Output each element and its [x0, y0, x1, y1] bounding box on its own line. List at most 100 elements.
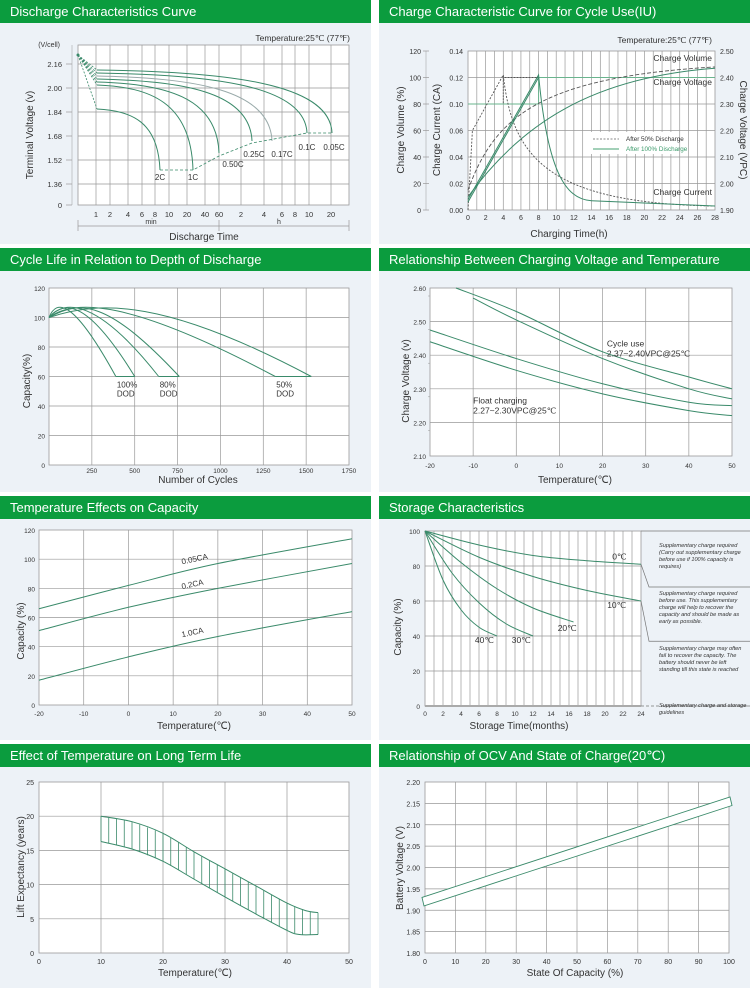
curve-label: DOD [276, 390, 294, 399]
y-tick-label-voltage: 2.00 [720, 182, 734, 189]
start-point [76, 53, 80, 57]
x-tick-label: 6 [280, 210, 284, 219]
curve-label: 0℃ [612, 551, 627, 561]
x-tick-label: 4 [126, 210, 130, 219]
x-tick-label: 0 [466, 215, 470, 222]
cycle-curve-lower [48, 306, 160, 377]
y-tick-label: 15 [26, 848, 34, 855]
y-tick-label-volume: 80 [413, 102, 421, 109]
y-tick-label: 100 [24, 557, 35, 564]
text-layer: Capacity (%) Storage Time(months) [393, 598, 568, 732]
x-axis-label: State Of Capacity (%) [527, 968, 624, 979]
capacity-line [38, 563, 353, 632]
storage-curve [424, 530, 498, 637]
panel-charge-cycle: Charge Characteristic Curve for Cycle Us… [379, 0, 750, 244]
y-tick-label: 10 [26, 883, 34, 890]
curve-label: 0.50C [222, 160, 244, 169]
y-tick-label-volume: 40 [413, 155, 421, 162]
x-tick-label: 8 [495, 711, 499, 718]
x-tick-label: 20 [214, 711, 222, 718]
y-tick-label: 1.52 [47, 156, 62, 165]
annotation: Temperature:25℃ (77℉) [617, 35, 712, 45]
y-axis-label-current: Charge Current (CA) [432, 84, 443, 176]
x-tick-label: -20 [425, 463, 435, 470]
y-tick-label-volume: 20 [413, 182, 421, 189]
x-tick-label: 90 [695, 959, 703, 966]
discharge-start-dash [77, 54, 98, 71]
current-ramp-100 [467, 77, 540, 203]
x-tick-label: 16 [605, 215, 613, 222]
cycle-curve-upper [48, 307, 180, 377]
discharge-curve [96, 72, 308, 134]
discharge-start-dash [77, 54, 98, 86]
x-tick-label: 1000 [213, 468, 228, 475]
x-tick-label: 4 [501, 215, 505, 222]
x-tick-label: 30 [221, 959, 229, 966]
y-tick-label: 2.30 [413, 387, 426, 394]
x-tick-label: 12 [570, 215, 578, 222]
y-tick-label: 80 [413, 564, 421, 571]
storage-curve [424, 530, 574, 623]
curve-label-voltage: Charge Voltage [653, 77, 712, 87]
x-tick-label: 2 [441, 711, 445, 718]
y-tick-label: 20 [28, 674, 36, 681]
band-label: Float charging [473, 396, 527, 406]
curve-label-current: Charge Current [653, 187, 712, 197]
discharge-curve [96, 81, 220, 154]
text-layer: Lift Expectancy (years) Temperature(℃) [16, 816, 232, 979]
y-tick-label: 2.20 [406, 780, 420, 787]
y-tick-label: 120 [34, 286, 45, 293]
panel-title: Charge Characteristic Curve for Cycle Us… [379, 0, 750, 23]
curve-label: 10℃ [607, 600, 626, 610]
discharge-chart: 01.361.521.681.842.002.161 2 4 6 8 10 20 40 60 2 4… [25, 33, 350, 243]
x-tick-label: 0 [423, 959, 427, 966]
y-tick-label: 1.80 [406, 951, 420, 958]
y-tick-label: 2.15 [406, 801, 420, 808]
text-layer: Temperature:25℃ (77℉) (V/cell) Terminal … [25, 33, 350, 243]
x-tick-label: 0 [37, 959, 41, 966]
y-tick-label-current: 0.04 [449, 155, 463, 162]
x-tick-label: 6 [477, 711, 481, 718]
y-tick-label: 60 [413, 599, 421, 606]
text-layer: Capacity(%) Number of Cycles [22, 354, 238, 486]
y-tick-label: 5 [30, 917, 34, 924]
plot-area [77, 44, 350, 206]
x-tick-label: 50 [728, 463, 736, 470]
curve-label: 0.17C [271, 150, 293, 159]
x-tick-label: 18 [583, 711, 591, 718]
x-axis-label: Number of Cycles [158, 475, 237, 486]
x-tick-label: 0 [514, 463, 518, 470]
storage-note-2: Supplementary charge required before use… [659, 591, 740, 625]
y-axis-label: Battery Voltage (V) [395, 826, 406, 910]
x-tick-label: 22 [619, 711, 627, 718]
current-curve-50 [467, 73, 716, 211]
y-tick-label: 1.90 [406, 908, 420, 915]
y-tick-label: 2.00 [406, 866, 420, 873]
x-tick-label: 2 [239, 210, 243, 219]
x-tick-label: 10 [511, 711, 519, 718]
x-tick-label: 12 [529, 711, 537, 718]
band-label: Cycle use [607, 338, 645, 348]
x-tick-label: 60 [604, 959, 612, 966]
y-tick-label: 1.95 [406, 887, 420, 894]
guide-line [640, 564, 750, 588]
x-tick-label: 2 [484, 215, 488, 222]
y-tick-label: 2.40 [413, 353, 426, 360]
cycle-curve-lower [48, 306, 276, 377]
y-tick-label: 80 [38, 345, 46, 352]
y-tick-label: 1.36 [47, 180, 62, 189]
x-tick-label: 30 [512, 959, 520, 966]
panel-title: Effect of Temperature on Long Term Life [0, 744, 371, 767]
x-tick-label: 80 [664, 959, 672, 966]
x-tick-label: 500 [129, 468, 140, 475]
x-tick-label: 20 [601, 711, 609, 718]
x-axis-label: Temperature(℃) [158, 968, 232, 979]
y-axis-label: Charge Voltage (v) [401, 339, 412, 422]
y-tick-label: 1.84 [47, 108, 62, 117]
y-tick-label-volume: 0 [417, 208, 421, 215]
storage-curve [424, 530, 534, 637]
volume-curve-100 [467, 67, 716, 198]
x-tick-label: 1500 [299, 468, 314, 475]
y-tick-label-volume: 60 [413, 129, 421, 136]
curve-label: 2C [155, 173, 165, 182]
